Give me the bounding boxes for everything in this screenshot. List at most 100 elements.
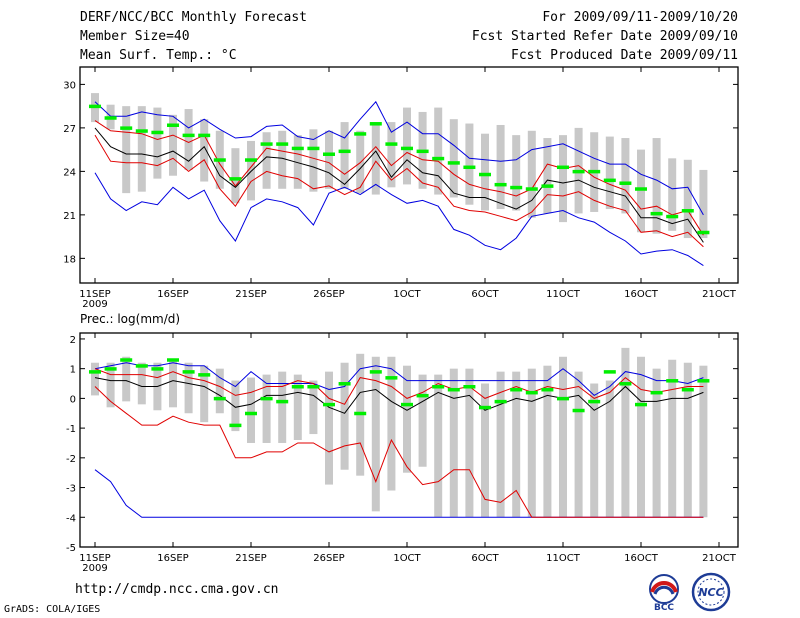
title-right-3: Fcst Produced Date 2009/09/11 bbox=[511, 48, 738, 63]
prec-ytick-label-1: 1 bbox=[70, 365, 76, 376]
prec-xtick-label-31: 11OCT bbox=[546, 553, 581, 564]
prec-median-day-17 bbox=[338, 382, 351, 386]
temp-median-day-32 bbox=[572, 169, 585, 174]
prec-box-day-36 bbox=[637, 356, 645, 518]
prec-box-day-6 bbox=[169, 359, 177, 408]
prec-xtick-label-1: 11SEP bbox=[79, 553, 110, 564]
prec-box-day-19 bbox=[371, 356, 380, 512]
prec-xtick-label-6: 16SEP bbox=[157, 553, 188, 564]
prec-median-day-14 bbox=[291, 385, 304, 389]
prec-ytick-label--4: -4 bbox=[66, 513, 76, 524]
prec-box-day-7 bbox=[184, 362, 193, 414]
prec-median-day-36 bbox=[635, 402, 647, 407]
ncc-logo-text: NCC bbox=[698, 586, 723, 599]
prec-median-day-7 bbox=[182, 370, 195, 374]
prec-box-day-16 bbox=[325, 371, 333, 485]
prec-box-day-17 bbox=[340, 362, 349, 470]
prec-median-day-24 bbox=[447, 387, 460, 392]
prec-ytick-label--5: -5 bbox=[66, 543, 76, 554]
temp-median-day-9 bbox=[213, 158, 226, 162]
prec-box-day-40 bbox=[699, 365, 708, 518]
temp-median-day-1 bbox=[89, 104, 101, 109]
prec-box-day-1 bbox=[91, 362, 99, 396]
prec-median-day-35 bbox=[619, 382, 632, 386]
prec-median-day-3 bbox=[120, 358, 133, 362]
prec-median-day-23 bbox=[432, 385, 445, 389]
temp-xtick-label-11: 21SEP bbox=[235, 289, 266, 300]
temp-box-day-15 bbox=[309, 129, 318, 192]
prec-median-day-8 bbox=[198, 373, 211, 377]
temp-line-mean bbox=[94, 127, 704, 243]
prec-median-day-16 bbox=[323, 402, 335, 407]
temp-box-day-12 bbox=[262, 132, 271, 189]
temp-median-day-35 bbox=[619, 181, 632, 185]
prec-median-day-12 bbox=[260, 396, 273, 401]
temp-line-spread_upper bbox=[94, 120, 704, 236]
prec-box-day-22 bbox=[418, 374, 427, 467]
temp-box-day-19 bbox=[371, 123, 380, 195]
temp-median-day-4 bbox=[135, 129, 148, 133]
prec-ytick-label-2: 2 bbox=[70, 335, 76, 346]
temp-median-day-14 bbox=[291, 146, 304, 151]
temp-box-day-34 bbox=[605, 136, 614, 210]
prec-median-day-34 bbox=[603, 370, 616, 374]
prec-xtick-label-11: 21SEP bbox=[235, 553, 266, 564]
temp-box-day-25 bbox=[465, 123, 474, 205]
prec-line-spread_lower bbox=[94, 386, 704, 518]
temp-median-day-16 bbox=[323, 152, 335, 156]
prec-box-day-9 bbox=[215, 368, 224, 414]
temp-box-day-26 bbox=[481, 133, 489, 211]
prec-ytick-label--3: -3 bbox=[66, 484, 76, 495]
temp-box-day-11 bbox=[247, 140, 255, 201]
temp-line-min bbox=[94, 172, 704, 267]
temp-median-day-36 bbox=[635, 187, 647, 191]
prec-ytick-label--1: -1 bbox=[66, 424, 76, 435]
prec-box-day-29 bbox=[527, 368, 536, 518]
ncc-logo: NCC bbox=[691, 572, 731, 612]
prec-box-day-8 bbox=[200, 365, 209, 423]
prec-box-day-34 bbox=[605, 380, 614, 518]
temp-box-day-27 bbox=[496, 124, 505, 210]
prec-xtick-label-16: 26SEP bbox=[313, 553, 344, 564]
prec-median-day-1 bbox=[89, 370, 101, 374]
temp-median-day-8 bbox=[198, 133, 211, 138]
temp-median-day-23 bbox=[432, 156, 445, 161]
prec-box-day-37 bbox=[652, 368, 661, 518]
temp-box-day-6 bbox=[169, 114, 177, 176]
prec-box-day-14 bbox=[293, 374, 302, 440]
precipitation-panel: -5 -4 -3 -2 -1 0 1 2 11SEP 16SEP 21SEP 26SEP 1OCT 6OC… bbox=[66, 332, 739, 574]
footer-url[interactable]: http://cmdp.ncc.cma.gov.cn bbox=[75, 582, 279, 597]
prec-line-mean bbox=[94, 377, 704, 414]
prec-box-day-25 bbox=[465, 368, 474, 518]
prec-median-day-22 bbox=[416, 393, 429, 398]
temp-box-day-14 bbox=[293, 135, 302, 189]
temp-ytick-label-27: 27 bbox=[63, 124, 76, 135]
prec-box-day-2 bbox=[106, 362, 115, 408]
title-right-1: For 2009/09/11-2009/10/20 bbox=[542, 10, 738, 25]
temp-box-day-39 bbox=[683, 159, 692, 239]
temp-median-day-12 bbox=[260, 142, 273, 146]
temp-xtick-label-31: 11OCT bbox=[546, 289, 581, 300]
prec-median-day-25 bbox=[463, 385, 476, 389]
temp-box-day-16 bbox=[325, 130, 333, 189]
prec-ytick-label--2: -2 bbox=[66, 454, 76, 465]
temp-median-day-29 bbox=[525, 187, 538, 191]
temp-median-day-26 bbox=[479, 172, 491, 177]
temp-median-day-24 bbox=[447, 161, 460, 165]
temp-median-day-18 bbox=[354, 132, 367, 136]
temp-box-day-20 bbox=[387, 122, 396, 188]
temp-median-day-20 bbox=[385, 142, 398, 146]
temp-box-day-35 bbox=[621, 138, 630, 214]
temp-ytick-label-21: 21 bbox=[63, 211, 76, 222]
temp-box-day-38 bbox=[668, 158, 677, 231]
temperature-panel: 18 21 24 27 30 11SEP 16SEP 21SEP 26SEP 1OCT 6OCT 11… bbox=[63, 66, 739, 310]
temp-year-label: 2009 bbox=[82, 299, 107, 310]
prec-median-day-39 bbox=[681, 387, 694, 392]
temp-xtick-label-16: 26SEP bbox=[313, 289, 344, 300]
prec-box-day-33 bbox=[590, 383, 599, 518]
temp-ytick-label-18: 18 bbox=[63, 254, 76, 265]
footer-credit: GrADS: COLA/IGES bbox=[4, 604, 101, 615]
temp-median-day-31 bbox=[557, 165, 569, 170]
prec-median-day-11 bbox=[245, 411, 257, 416]
